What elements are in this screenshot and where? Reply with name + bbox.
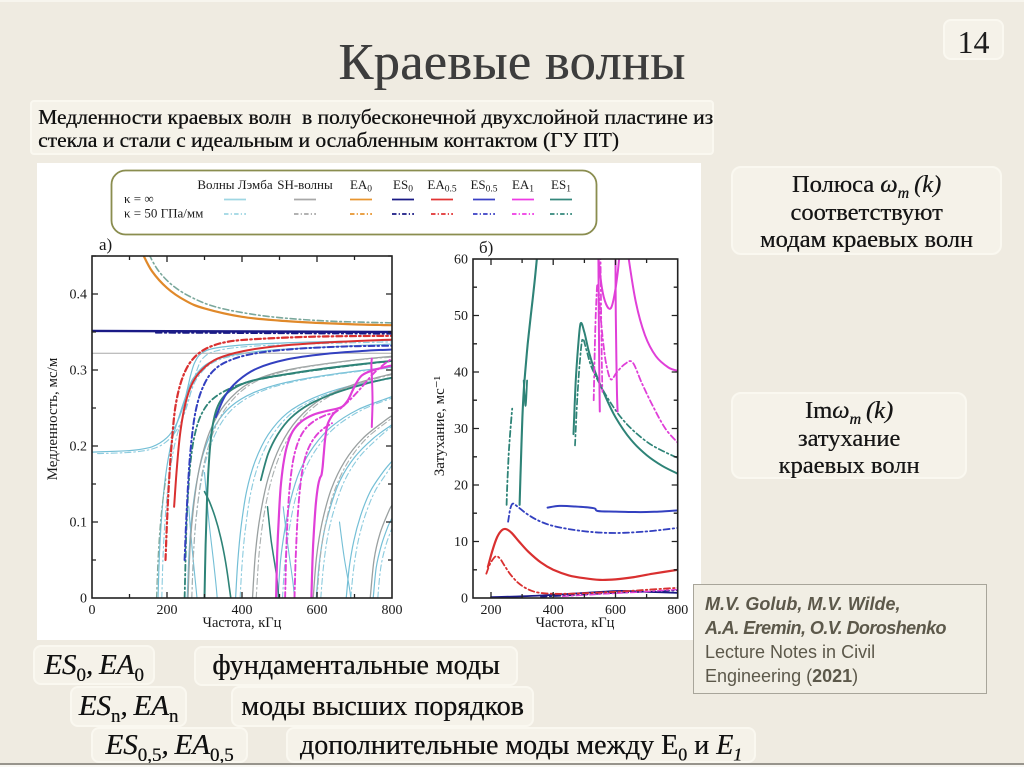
- svg-text:30: 30: [454, 422, 468, 437]
- svg-text:ES0: ES0: [393, 177, 413, 195]
- svg-text:а): а): [99, 235, 112, 254]
- svg-text:40: 40: [454, 366, 468, 381]
- svg-text:0.2: 0.2: [70, 440, 88, 455]
- svg-text:600: 600: [605, 603, 626, 618]
- svg-text:0.3: 0.3: [70, 364, 88, 379]
- svg-text:ES1: ES1: [551, 177, 571, 195]
- svg-text:0: 0: [461, 592, 468, 607]
- svg-text:50: 50: [454, 309, 468, 324]
- svg-text:800: 800: [667, 603, 688, 618]
- svg-text:200: 200: [157, 603, 178, 618]
- svg-text:EA0: EA0: [350, 177, 372, 195]
- svg-text:0.1: 0.1: [70, 516, 88, 531]
- svg-text:SH-волны: SH-волны: [277, 177, 333, 192]
- svg-text:600: 600: [307, 603, 328, 618]
- svg-text:Частота, кГц: Частота, кГц: [536, 615, 615, 631]
- svg-text:800: 800: [382, 603, 403, 618]
- svg-text:Затухание, мс⁻¹: Затухание, мс⁻¹: [432, 376, 448, 476]
- svg-text:0: 0: [89, 603, 96, 618]
- svg-text:60: 60: [454, 253, 468, 268]
- svg-text:EA1: EA1: [512, 177, 534, 195]
- svg-text:Волны Лэмба: Волны Лэмба: [197, 177, 273, 192]
- svg-text:Медленность, мс/м: Медленность, мс/м: [45, 357, 61, 480]
- svg-text:400: 400: [232, 603, 253, 618]
- svg-text:κ = 50 ГПа/мм: κ = 50 ГПа/мм: [124, 206, 203, 221]
- svg-text:0: 0: [80, 592, 87, 607]
- svg-text:0.4: 0.4: [70, 288, 88, 303]
- svg-text:κ = ∞: κ = ∞: [124, 191, 154, 206]
- svg-text:б): б): [479, 238, 493, 257]
- svg-text:Частота, кГц: Частота, кГц: [203, 615, 282, 631]
- svg-text:200: 200: [481, 603, 502, 618]
- svg-text:20: 20: [454, 479, 468, 494]
- svg-text:400: 400: [543, 603, 564, 618]
- svg-text:10: 10: [454, 535, 468, 550]
